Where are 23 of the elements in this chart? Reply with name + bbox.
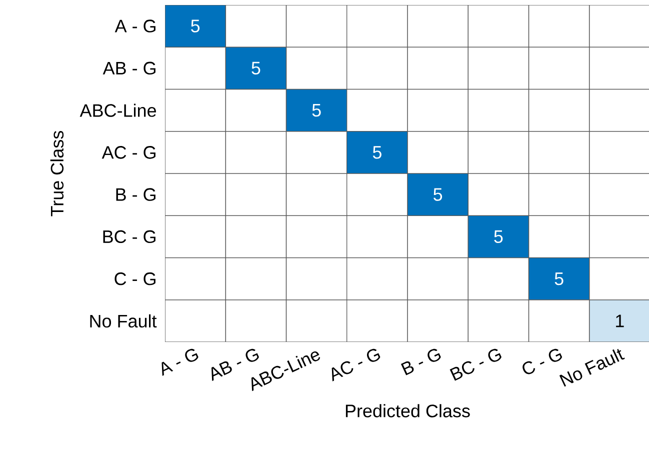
data-label: 5 (494, 230, 503, 243)
data-label: 5 (312, 104, 321, 117)
x-axis-title: Predicted Class (346, 404, 470, 418)
y-axis-title: True Class (50, 130, 64, 216)
y-tick-label: BC - G (103, 230, 156, 244)
y-tick-label: B - G (116, 188, 156, 201)
data-label: 1 (616, 314, 624, 328)
data-label: 5 (434, 188, 442, 201)
x-tick-label: B - G (400, 348, 441, 376)
x-tick-label: C - G (522, 348, 562, 374)
y-tick-label: No Fault (90, 314, 157, 328)
x-tick-label: BC - G (450, 348, 502, 381)
y-tick-label: AC - G (102, 146, 156, 159)
y-tick-label: C - G (114, 272, 156, 286)
data-label: 5 (554, 272, 564, 286)
y-tick-label: AB - G (102, 62, 156, 75)
data-label: 5 (191, 20, 200, 32)
data-label: 5 (252, 62, 260, 74)
y-tick-label: ABC-Line (80, 104, 156, 117)
x-tick-label: A - G (162, 348, 198, 376)
x-tick-label: AC - G (332, 348, 380, 382)
y-tick-label: A - G (114, 20, 156, 32)
data-label: 5 (372, 146, 382, 159)
